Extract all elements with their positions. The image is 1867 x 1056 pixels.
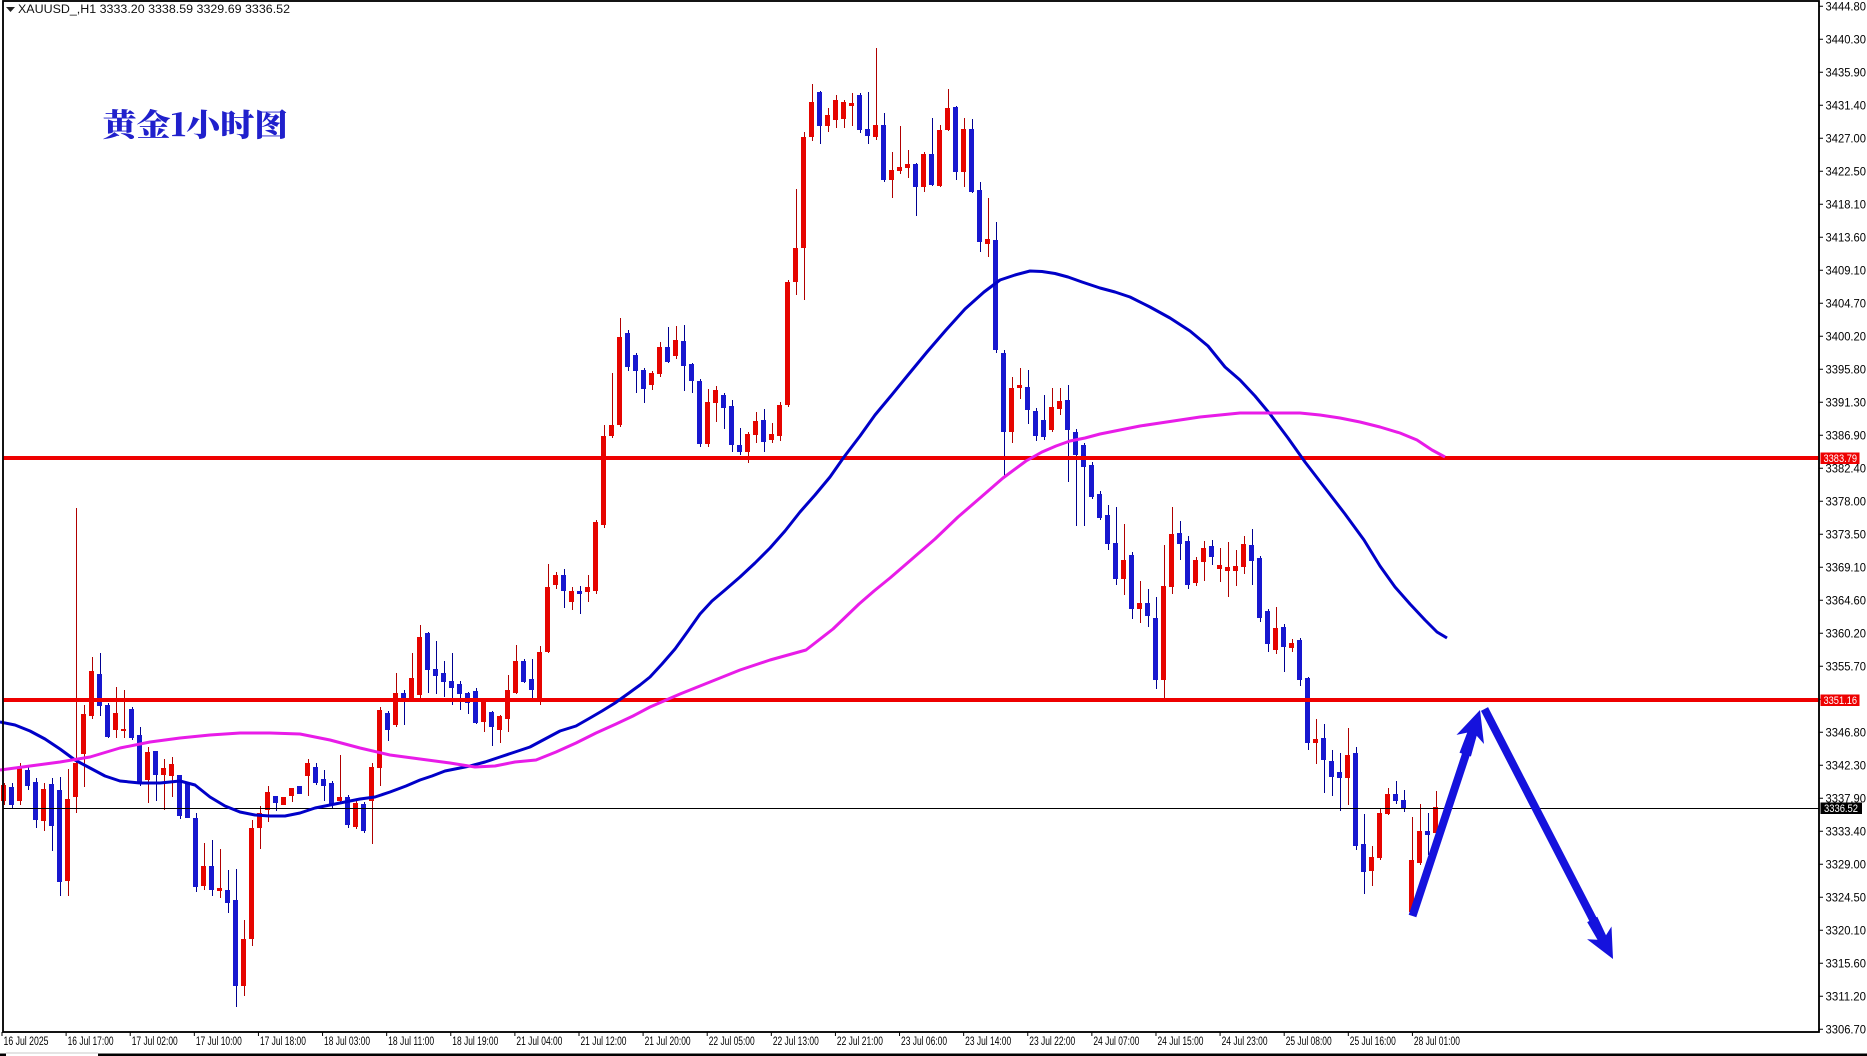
- svg-text:3324.50: 3324.50: [1826, 892, 1867, 904]
- svg-text:17 Jul 10:00: 17 Jul 10:00: [196, 1036, 242, 1048]
- svg-text:25 Jul 16:00: 25 Jul 16:00: [1350, 1036, 1396, 1048]
- svg-text:24 Jul 15:00: 24 Jul 15:00: [1157, 1036, 1203, 1048]
- svg-text:28 Jul 01:00: 28 Jul 01:00: [1414, 1036, 1460, 1048]
- svg-text:24 Jul 23:00: 24 Jul 23:00: [1222, 1036, 1268, 1048]
- svg-text:3409.10: 3409.10: [1826, 265, 1867, 277]
- svg-text:XAUUSD_,H1 3333.20 3338.59 33: XAUUSD_,H1 3333.20 3338.59 3329.69 3336.…: [18, 4, 290, 16]
- svg-text:3364.60: 3364.60: [1826, 595, 1867, 607]
- svg-text:23 Jul 22:00: 23 Jul 22:00: [1029, 1036, 1075, 1048]
- svg-text:3418.10: 3418.10: [1826, 199, 1867, 211]
- svg-text:3342.30: 3342.30: [1826, 760, 1867, 772]
- svg-text:3346.80: 3346.80: [1826, 727, 1867, 739]
- svg-text:21 Jul 12:00: 21 Jul 12:00: [580, 1036, 626, 1048]
- svg-text:3400.20: 3400.20: [1826, 331, 1867, 343]
- svg-text:3329.00: 3329.00: [1826, 859, 1867, 871]
- svg-text:3360.20: 3360.20: [1826, 628, 1867, 640]
- svg-text:3333.40: 3333.40: [1826, 826, 1867, 838]
- svg-text:3395.80: 3395.80: [1826, 364, 1867, 376]
- svg-text:24 Jul 07:00: 24 Jul 07:00: [1093, 1036, 1139, 1048]
- svg-text:3378.00: 3378.00: [1826, 496, 1867, 508]
- svg-text:3369.10: 3369.10: [1826, 562, 1867, 574]
- svg-text:17 Jul 02:00: 17 Jul 02:00: [132, 1036, 178, 1048]
- svg-text:25 Jul 08:00: 25 Jul 08:00: [1286, 1036, 1332, 1048]
- svg-text:3355.70: 3355.70: [1826, 661, 1867, 673]
- svg-text:3306.70: 3306.70: [1826, 1024, 1867, 1036]
- svg-text:18 Jul 03:00: 18 Jul 03:00: [324, 1036, 370, 1048]
- svg-text:3404.70: 3404.70: [1826, 298, 1867, 310]
- svg-text:23 Jul 14:00: 23 Jul 14:00: [965, 1036, 1011, 1048]
- svg-text:3337.90: 3337.90: [1826, 793, 1867, 805]
- svg-text:3413.60: 3413.60: [1826, 232, 1867, 244]
- svg-text:3382.40: 3382.40: [1826, 463, 1867, 475]
- svg-text:3320.10: 3320.10: [1826, 925, 1867, 937]
- svg-text:3435.90: 3435.90: [1826, 67, 1867, 79]
- svg-text:18 Jul 19:00: 18 Jul 19:00: [452, 1036, 498, 1048]
- svg-text:21 Jul 20:00: 21 Jul 20:00: [645, 1036, 691, 1048]
- svg-text:23 Jul 06:00: 23 Jul 06:00: [901, 1036, 947, 1048]
- svg-text:3351.16: 3351.16: [1824, 695, 1858, 707]
- svg-text:16 Jul 2025: 16 Jul 2025: [4, 1036, 49, 1048]
- svg-text:16 Jul 17:00: 16 Jul 17:00: [68, 1036, 114, 1048]
- svg-text:22 Jul 13:00: 22 Jul 13:00: [773, 1036, 819, 1048]
- svg-text:3422.50: 3422.50: [1826, 166, 1867, 178]
- svg-text:22 Jul 05:00: 22 Jul 05:00: [709, 1036, 755, 1048]
- svg-text:3383.79: 3383.79: [1824, 453, 1858, 465]
- svg-text:3444.80: 3444.80: [1826, 1, 1867, 13]
- svg-text:3373.50: 3373.50: [1826, 529, 1867, 541]
- svg-text:18 Jul 11:00: 18 Jul 11:00: [388, 1036, 434, 1048]
- svg-text:3427.00: 3427.00: [1826, 133, 1867, 145]
- svg-text:3315.60: 3315.60: [1826, 958, 1867, 970]
- svg-text:3391.30: 3391.30: [1826, 397, 1867, 409]
- svg-text:3311.20: 3311.20: [1826, 991, 1867, 1003]
- svg-text:3440.30: 3440.30: [1826, 34, 1867, 46]
- svg-text:3386.90: 3386.90: [1826, 430, 1867, 442]
- svg-text:3431.40: 3431.40: [1826, 100, 1867, 112]
- svg-text:21 Jul 04:00: 21 Jul 04:00: [516, 1036, 562, 1048]
- svg-text:17 Jul 18:00: 17 Jul 18:00: [260, 1036, 306, 1048]
- svg-text:3336.52: 3336.52: [1824, 803, 1858, 815]
- svg-text:22 Jul 21:00: 22 Jul 21:00: [837, 1036, 883, 1048]
